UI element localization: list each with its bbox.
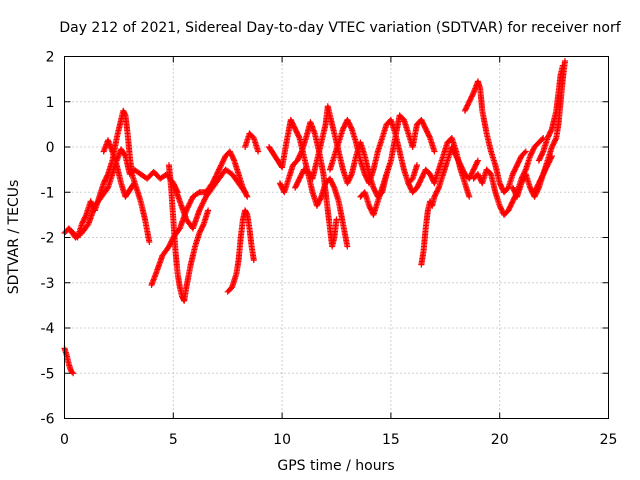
data-point [414,162,421,169]
data-point-dense [188,196,195,203]
data-point [255,148,262,155]
data-point [131,180,138,187]
data-point [561,58,568,65]
data-point-dense [199,201,206,208]
data-point-dense [221,155,228,162]
data-point [196,207,203,214]
y-tick-label: -2 [41,231,55,247]
data-point-dense [199,200,206,207]
data-point-dense [218,161,225,168]
data-point-dense [426,133,433,140]
data-point-dense [187,197,194,204]
data-point-dense [217,163,224,170]
data-point [333,216,340,223]
x-tick-label: 25 [600,432,618,448]
data-point-dense [195,190,202,197]
data-point-dense [186,200,193,207]
data-point-dense [219,158,226,165]
y-tick-label: 0 [46,140,55,156]
data-point-dense [330,183,337,190]
data-point-dense [348,172,355,179]
y-tick-label: -3 [41,276,55,292]
plot-frame [64,56,609,419]
data-point-dense [217,162,224,169]
data-point-dense [185,201,192,208]
x-tick-label: 10 [273,432,291,448]
data-point-dense [214,170,221,177]
data-point-dense [198,203,205,210]
data-point-dense [435,186,442,193]
data-point [548,153,555,160]
data-point-dense [216,165,223,172]
data-point [205,207,212,214]
data-point-dense [212,173,219,180]
data-point-dense [474,158,481,165]
data-point-dense [200,222,207,229]
x-tick-label: 15 [382,432,400,448]
data-point-dense [521,149,528,156]
data-point-dense [539,149,546,156]
x-tick-label: 0 [60,432,69,448]
data-point-dense [121,151,128,158]
data-point [250,257,257,264]
data-point-dense [219,159,226,166]
data-point-dense [469,90,476,97]
data-point [242,189,249,196]
data-point-dense [213,172,220,179]
data-point-dense [230,156,237,163]
data-point-dense [187,199,194,206]
data-point [474,157,481,164]
data-point [559,62,566,69]
data-point-dense [215,167,222,174]
data-point-dense [243,192,250,199]
data-point-dense [197,204,204,211]
data-point-dense [184,204,191,211]
data-point-dense [220,157,227,164]
data-point-dense [200,199,207,206]
data-point-dense [552,136,559,143]
y-axis-label: SDTVAR / TECUs [6,180,22,295]
data-point-dense [184,205,191,212]
y-tick-label: 1 [46,95,55,111]
y-tick-label: -5 [41,366,55,382]
data-point [522,148,529,155]
x-axis-label: GPS time / hours [277,458,394,474]
data-point-dense [197,205,204,212]
data-point-dense [348,124,355,131]
data-point-dense [241,187,248,194]
y-tick-label: -6 [41,412,55,428]
data-point-dense [548,154,555,161]
data-point-dense [200,197,207,204]
data-point-dense [214,169,221,176]
data-point-dense [298,149,305,156]
data-point-dense [317,195,324,202]
data-point [344,243,351,250]
chart-title: Day 212 of 2021, Sidereal Day-to-day VTE… [59,20,621,36]
data-point [466,193,473,200]
data-point-dense [130,181,137,188]
y-tick-label: 2 [46,50,55,66]
y-tick-label: -1 [41,185,55,201]
data-point [431,148,438,155]
data-points [61,58,568,377]
data-point-dense [82,213,89,220]
x-tick-label: 5 [169,432,178,448]
y-tick-label: -4 [41,321,55,337]
data-point [70,370,77,377]
data-point-dense [185,203,192,210]
x-tick-label: 20 [491,432,509,448]
data-point-dense [548,127,555,134]
data-point [244,193,251,200]
data-point-dense [69,369,76,376]
data-point [146,239,153,246]
data-point-dense [201,196,208,203]
tick-labels: 0 5 10 15 20 25 -6 -5 -4 -3 -2 -1 0 1 2 [41,50,618,449]
data-point [215,166,222,173]
data-point-dense [295,133,302,140]
